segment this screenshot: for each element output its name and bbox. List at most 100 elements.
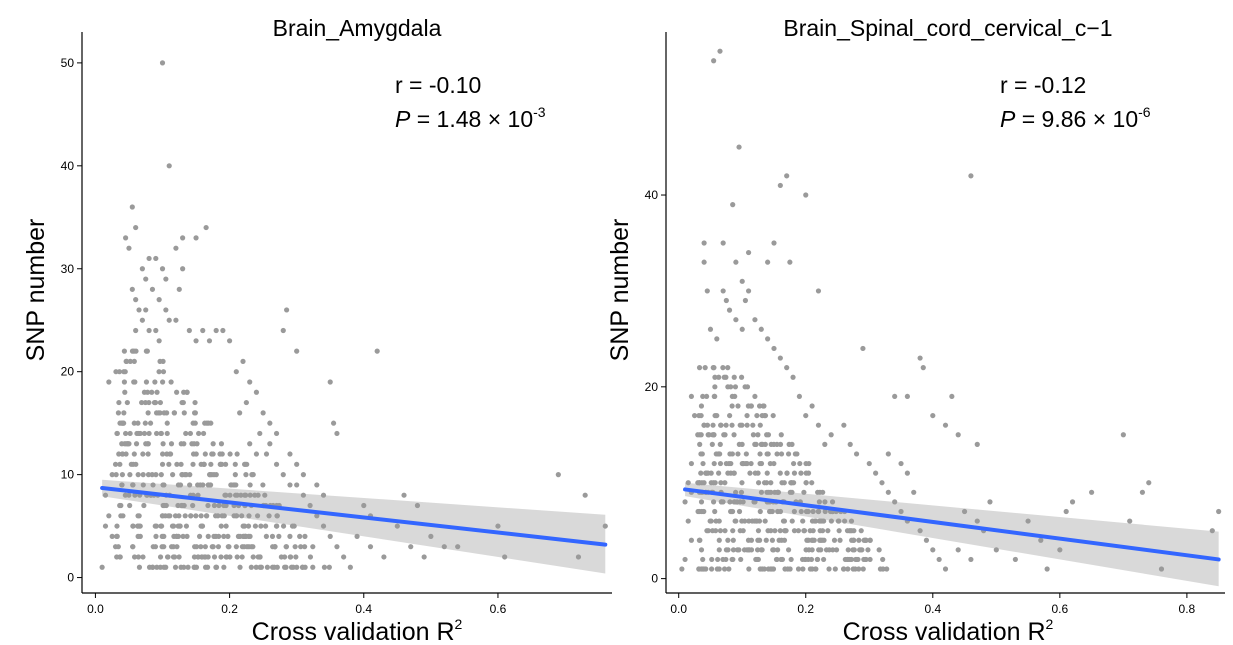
data-point — [193, 564, 200, 570]
data-point — [276, 533, 282, 539]
data-point — [170, 472, 176, 478]
data-point — [120, 513, 126, 519]
data-point — [904, 470, 910, 476]
y-axis-label: SNP number — [22, 219, 50, 362]
data-point — [739, 326, 745, 332]
data-point — [193, 544, 200, 550]
data-point — [775, 489, 781, 495]
data-point — [733, 489, 739, 495]
data-point — [738, 374, 745, 380]
data-point — [140, 451, 146, 457]
data-point — [116, 451, 122, 457]
y-tick-label: 20 — [61, 365, 75, 379]
data-point — [320, 492, 327, 498]
data-point — [714, 412, 720, 419]
data-point — [117, 461, 123, 467]
data-point — [758, 489, 765, 495]
data-point — [785, 451, 792, 457]
data-point — [763, 537, 769, 543]
data-point — [153, 255, 159, 262]
data-point — [717, 441, 723, 447]
x-tick-label: 0.2 — [797, 602, 814, 616]
data-point — [1089, 489, 1095, 495]
data-point — [216, 533, 222, 539]
data-point — [822, 499, 828, 505]
data-point — [701, 259, 707, 265]
data-point — [723, 297, 729, 304]
data-point — [310, 564, 316, 570]
data-point — [747, 470, 753, 476]
y-tick-label: 20 — [645, 380, 659, 394]
data-point — [845, 547, 851, 553]
data-point — [740, 528, 746, 534]
data-point — [205, 554, 211, 560]
data-point — [949, 393, 955, 400]
data-point — [764, 432, 770, 438]
data-point — [307, 554, 314, 560]
data-point — [809, 480, 815, 486]
data-point — [968, 556, 974, 563]
data-point — [725, 537, 731, 543]
data-point — [765, 451, 771, 457]
data-point — [791, 470, 798, 476]
data-point — [699, 451, 705, 457]
data-point — [892, 393, 898, 400]
data-point — [441, 544, 447, 550]
data-point — [133, 461, 139, 467]
data-point — [836, 528, 842, 534]
data-point — [326, 564, 332, 570]
data-point — [135, 554, 142, 560]
data-point — [730, 547, 737, 553]
data-point — [696, 480, 702, 486]
data-point — [715, 451, 722, 457]
correlation-r: r = -0.10 — [395, 72, 481, 98]
data-point — [156, 338, 162, 344]
data-point — [707, 518, 713, 524]
data-point — [274, 513, 280, 519]
data-point — [122, 389, 128, 395]
data-point — [904, 393, 910, 400]
data-point — [190, 461, 196, 467]
data-point — [247, 379, 253, 385]
data-point — [367, 544, 374, 550]
data-point — [414, 502, 421, 509]
data-point — [166, 317, 172, 323]
data-point — [150, 482, 156, 488]
data-point — [748, 403, 754, 409]
data-point — [205, 533, 211, 539]
data-point — [731, 374, 737, 380]
data-point — [712, 374, 718, 380]
data-point — [294, 564, 300, 570]
data-point — [867, 556, 873, 563]
data-point — [714, 336, 720, 342]
data-point — [234, 451, 240, 457]
data-point — [133, 441, 140, 447]
data-point — [247, 441, 253, 447]
data-point — [700, 556, 706, 563]
data-point — [735, 403, 741, 409]
data-point — [123, 358, 130, 364]
data-point — [201, 461, 207, 467]
data-point — [232, 472, 238, 478]
data-point — [853, 451, 860, 457]
data-point — [752, 317, 758, 323]
data-point — [170, 554, 177, 560]
data-point — [850, 537, 857, 543]
data-point — [744, 460, 750, 467]
data-point — [704, 288, 710, 294]
data-point — [122, 492, 128, 498]
data-point — [723, 422, 729, 428]
data-point — [292, 544, 298, 550]
data-point — [863, 556, 869, 563]
data-point — [778, 556, 784, 563]
data-point — [239, 513, 245, 519]
data-point — [808, 556, 815, 563]
data-point — [187, 482, 193, 488]
data-point — [154, 564, 160, 570]
data-point — [347, 564, 353, 570]
data-point — [841, 566, 847, 572]
data-point — [575, 554, 582, 560]
data-point — [757, 451, 763, 457]
data-point — [800, 518, 806, 524]
data-point — [732, 384, 739, 390]
